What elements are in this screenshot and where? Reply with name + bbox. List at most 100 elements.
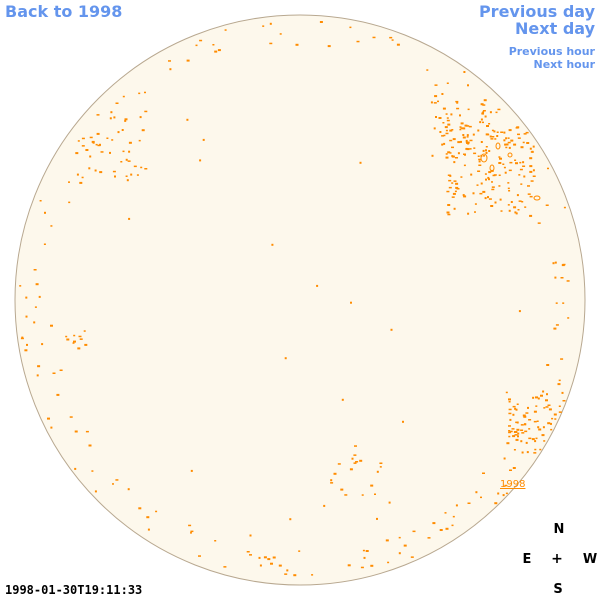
solar-feature-mark	[442, 122, 445, 124]
solar-feature-mark	[526, 451, 529, 454]
solar-feature-mark	[467, 502, 471, 504]
solar-feature-mark	[56, 393, 60, 396]
solar-feature-mark	[515, 162, 518, 165]
previous-day-link[interactable]: Previous day	[478, 2, 595, 21]
solar-feature-mark	[68, 181, 70, 183]
solar-feature-mark	[529, 214, 533, 217]
solar-feature-mark	[499, 198, 502, 201]
solar-feature-mark	[522, 414, 526, 417]
solar-feature-mark	[362, 549, 365, 552]
solar-feature-mark	[529, 170, 533, 173]
solar-feature-mark	[460, 122, 464, 125]
solar-feature-mark	[39, 200, 42, 202]
solar-feature-mark	[88, 444, 92, 447]
solar-feature-mark	[491, 136, 495, 138]
solar-feature-mark	[89, 136, 93, 139]
solar-feature-mark	[534, 448, 537, 451]
solar-feature-mark	[523, 415, 527, 418]
solar-feature-mark	[529, 147, 532, 150]
solar-feature-mark	[115, 479, 119, 481]
solar-feature-mark	[453, 161, 456, 164]
solar-feature-mark	[523, 423, 526, 426]
solar-feature-mark	[376, 517, 378, 520]
solar-feature-mark	[468, 125, 472, 128]
solar-feature-mark	[370, 484, 374, 487]
solar-feature-mark	[490, 205, 494, 207]
solar-feature-mark	[96, 132, 100, 135]
solar-feature-mark	[124, 119, 127, 122]
solar-feature-mark	[452, 138, 456, 141]
solar-feature-ring	[507, 152, 513, 158]
solar-feature-mark	[555, 302, 558, 304]
solar-feature-mark	[466, 136, 469, 138]
solar-feature-ring	[489, 164, 495, 172]
solar-feature-mark	[508, 408, 512, 411]
solar-feature-mark	[517, 209, 520, 211]
solar-feature-mark	[492, 174, 496, 177]
solar-feature-mark	[37, 365, 41, 368]
solar-feature-mark	[144, 91, 146, 94]
solar-feature-mark	[554, 418, 557, 420]
solar-feature-mark	[122, 95, 125, 98]
solar-feature-mark	[330, 479, 333, 482]
solar-feature-mark	[508, 398, 511, 401]
solar-feature-mark	[450, 113, 453, 116]
solar-feature-mark	[426, 69, 429, 71]
solar-feature-mark	[553, 413, 557, 416]
solar-feature-mark	[477, 129, 480, 132]
solar-feature-mark	[133, 165, 137, 168]
solar-feature-mark	[547, 422, 551, 425]
solar-feature-mark	[482, 149, 485, 152]
solar-feature-mark	[459, 128, 462, 131]
solar-feature-mark	[85, 149, 89, 151]
solar-feature-mark	[272, 556, 276, 559]
solar-feature-mark	[138, 139, 141, 142]
solar-feature-mark	[480, 141, 483, 143]
solar-feature-mark	[398, 552, 401, 555]
solar-feature-mark	[34, 306, 37, 308]
solar-feature-mark	[113, 116, 116, 119]
solar-feature-mark	[444, 126, 448, 129]
solar-feature-mark	[435, 116, 437, 118]
solar-feature-mark	[25, 315, 28, 318]
previous-hour-link[interactable]: Previous hour	[508, 45, 595, 58]
solar-feature-mark	[488, 178, 490, 181]
solar-feature-mark	[520, 424, 524, 426]
solar-feature-mark	[498, 156, 501, 158]
solar-feature-mark	[447, 213, 451, 216]
solar-feature-mark	[431, 154, 434, 157]
solar-feature-mark	[479, 192, 483, 195]
year-link[interactable]: 1998	[500, 479, 526, 490]
solar-feature-mark	[502, 494, 505, 497]
solar-feature-mark	[537, 222, 541, 224]
solar-feature-mark	[463, 153, 466, 155]
solar-feature-mark	[41, 343, 44, 346]
solar-feature-mark	[455, 186, 459, 189]
solar-feature-mark	[451, 155, 455, 158]
solar-feature-mark	[441, 135, 445, 137]
next-day-link[interactable]: Next day	[515, 19, 595, 38]
solar-feature-mark	[560, 358, 564, 360]
next-hour-link[interactable]: Next hour	[533, 58, 596, 71]
solar-feature-mark	[513, 206, 517, 209]
solar-feature-mark	[443, 142, 446, 145]
solar-feature-mark	[356, 40, 360, 43]
solar-feature-mark	[550, 428, 553, 431]
solar-feature-mark	[144, 110, 148, 113]
solar-feature-mark	[483, 155, 485, 157]
solar-feature-mark	[446, 82, 449, 84]
solar-disk	[14, 14, 586, 586]
solar-feature-mark	[349, 26, 352, 29]
solar-feature-mark	[516, 126, 520, 129]
solar-feature-mark	[349, 468, 353, 471]
solar-feature-mark	[449, 174, 452, 177]
solar-feature-mark	[557, 383, 561, 386]
solar-feature-mark	[560, 277, 564, 279]
solar-feature-mark	[289, 518, 292, 521]
solar-feature-mark	[453, 207, 456, 210]
solar-feature-mark	[547, 167, 549, 170]
back-to-year-link[interactable]: Back to 1998	[5, 2, 123, 21]
solar-feature-mark	[278, 564, 282, 567]
solar-feature-mark	[111, 139, 114, 141]
